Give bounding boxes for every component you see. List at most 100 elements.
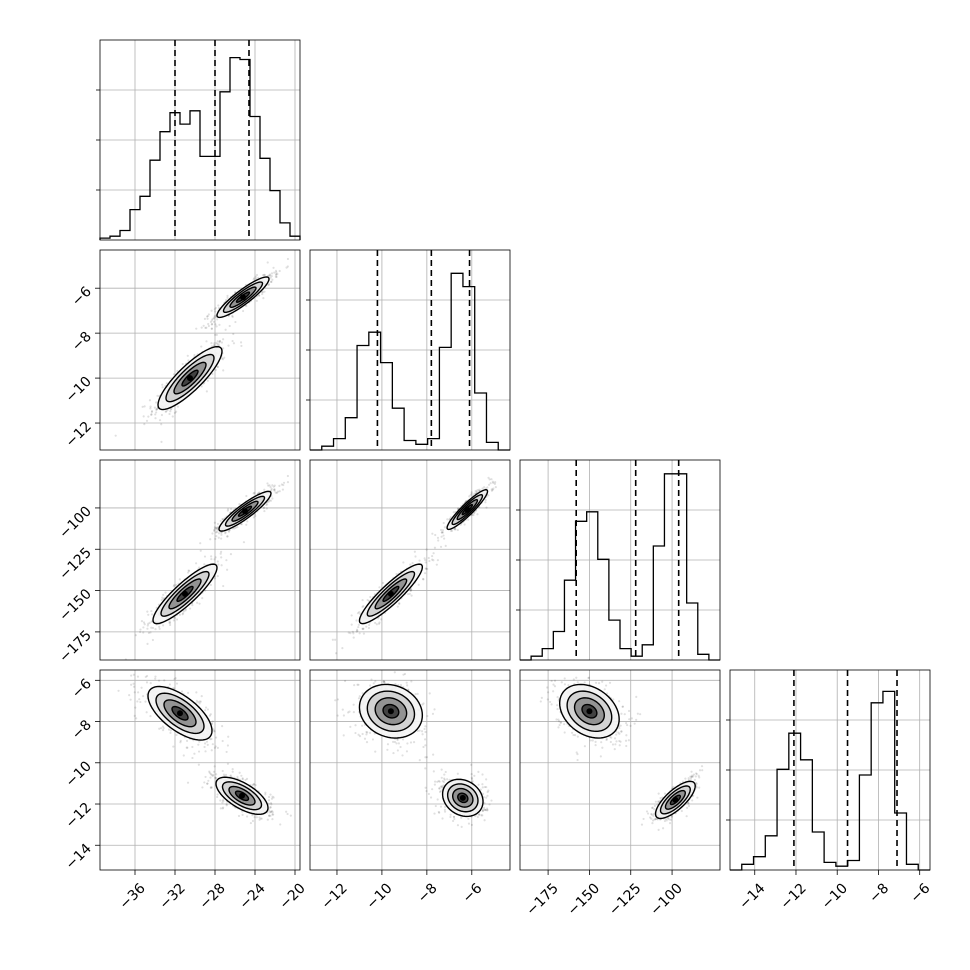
scatter-point — [209, 320, 213, 323]
scatter-point — [269, 793, 272, 796]
scatter-point — [271, 497, 274, 500]
scatter-point — [215, 773, 218, 776]
scatter-point — [155, 411, 158, 414]
scatter-point — [199, 549, 202, 552]
scatter-point — [245, 777, 249, 780]
scatter-point — [409, 589, 412, 592]
scatter-point — [426, 567, 429, 571]
scatter-point — [275, 271, 278, 274]
scatter-point — [154, 413, 157, 416]
scatter-point — [347, 711, 350, 714]
scatter-point — [211, 372, 214, 376]
scatter-point — [485, 796, 488, 799]
scatter-point — [255, 299, 258, 302]
scatter-point — [216, 365, 220, 369]
scatter-point — [448, 518, 451, 521]
scatter-point — [173, 616, 176, 620]
scatter-point — [425, 567, 428, 570]
histogram — [520, 473, 720, 661]
scatter-point — [139, 630, 142, 634]
scatter-point — [223, 356, 226, 359]
scatter-point — [436, 780, 439, 783]
scatter-point — [241, 778, 244, 781]
scatter-point — [270, 280, 273, 283]
scatter-point — [226, 744, 230, 747]
scatter-point — [451, 819, 455, 823]
scatter-point — [471, 780, 474, 783]
density-peak — [387, 590, 394, 597]
scatter-point — [217, 532, 221, 535]
scatter-point — [456, 824, 460, 827]
scatter-point — [236, 775, 239, 778]
scatter-point — [357, 625, 360, 629]
scatter-point — [336, 714, 339, 717]
scatter-point — [278, 269, 281, 273]
scatter-point — [240, 523, 243, 526]
scatter-point — [210, 773, 213, 776]
scatter-point — [453, 528, 456, 531]
scatter-point — [487, 483, 491, 486]
scatter-point — [486, 486, 489, 489]
scatter-point — [149, 682, 152, 685]
scatter-point — [160, 440, 163, 443]
scatter-point — [470, 491, 473, 494]
scatter-point — [209, 737, 212, 741]
panel-frame — [519, 459, 721, 661]
scatter-point — [197, 763, 200, 766]
scatter-point — [395, 742, 398, 745]
scatter-point — [226, 535, 229, 538]
scatter-point — [132, 685, 136, 688]
scatter-point — [208, 714, 211, 717]
scatter-point — [274, 269, 278, 272]
scatter-point — [218, 341, 221, 344]
scatter-point — [456, 507, 460, 510]
scatter-point — [271, 811, 274, 814]
scatter-point — [275, 274, 278, 277]
scatter-point — [149, 715, 152, 718]
scatter-point — [200, 326, 203, 329]
scatter-point — [245, 304, 248, 308]
scatter-point — [469, 493, 472, 497]
scatter-point — [352, 703, 355, 706]
scatter-point — [425, 789, 428, 793]
scatter-point — [165, 410, 168, 413]
scatter-point — [217, 306, 221, 310]
x-tick-label: −6 — [908, 880, 934, 906]
scatter-point — [426, 714, 429, 718]
scatter-point — [391, 740, 395, 743]
scatter-point — [187, 569, 190, 572]
scatter-point — [269, 273, 272, 276]
scatter-point — [417, 583, 420, 586]
scatter-point — [206, 743, 209, 746]
scatter-point — [215, 526, 218, 530]
scatter-point — [267, 274, 271, 277]
scatter-point — [237, 814, 241, 818]
scatter-point — [144, 675, 147, 679]
scatter-point — [275, 491, 278, 494]
scatter-point — [253, 277, 256, 280]
hist-panel-0 — [96, 39, 301, 241]
scatter-point — [203, 317, 207, 320]
scatter-point — [136, 675, 140, 678]
scatter-point — [362, 627, 365, 630]
scatter-point — [460, 825, 463, 828]
scatter-point — [147, 613, 150, 616]
scatter-point — [264, 791, 267, 794]
scatter-point — [273, 271, 276, 274]
scatter-point — [421, 733, 424, 736]
scatter-point — [213, 342, 216, 345]
scatter-point — [214, 556, 217, 559]
scatter-point — [253, 816, 256, 819]
scatter-point — [160, 598, 163, 602]
pair-content — [114, 257, 290, 443]
scatter-point — [484, 498, 487, 502]
scatter-point — [210, 722, 214, 725]
scatter-point — [273, 488, 276, 491]
scatter-point — [252, 516, 255, 519]
scatter-point — [436, 559, 440, 562]
scatter-point — [171, 415, 174, 418]
scatter-point — [252, 783, 255, 786]
scatter-point — [270, 274, 273, 278]
scatter-point — [210, 309, 213, 312]
scatter-point — [221, 517, 224, 521]
